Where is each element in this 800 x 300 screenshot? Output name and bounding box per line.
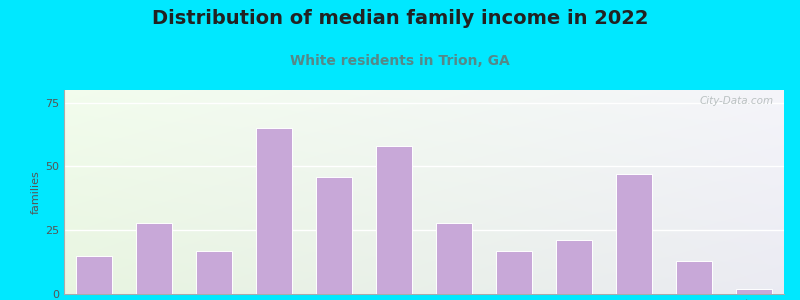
Text: City-Data.com: City-Data.com: [699, 96, 773, 106]
Bar: [316, 177, 352, 294]
Bar: [436, 223, 472, 294]
Text: Distribution of median family income in 2022: Distribution of median family income in …: [152, 9, 648, 28]
Bar: [676, 261, 712, 294]
Bar: [376, 146, 412, 294]
Bar: [496, 250, 532, 294]
Y-axis label: families: families: [31, 170, 41, 214]
Bar: [616, 174, 652, 294]
Bar: [76, 256, 112, 294]
Bar: [256, 128, 292, 294]
Bar: [136, 223, 172, 294]
Bar: [556, 241, 592, 294]
Bar: [736, 289, 772, 294]
Bar: [196, 250, 232, 294]
Text: White residents in Trion, GA: White residents in Trion, GA: [290, 54, 510, 68]
